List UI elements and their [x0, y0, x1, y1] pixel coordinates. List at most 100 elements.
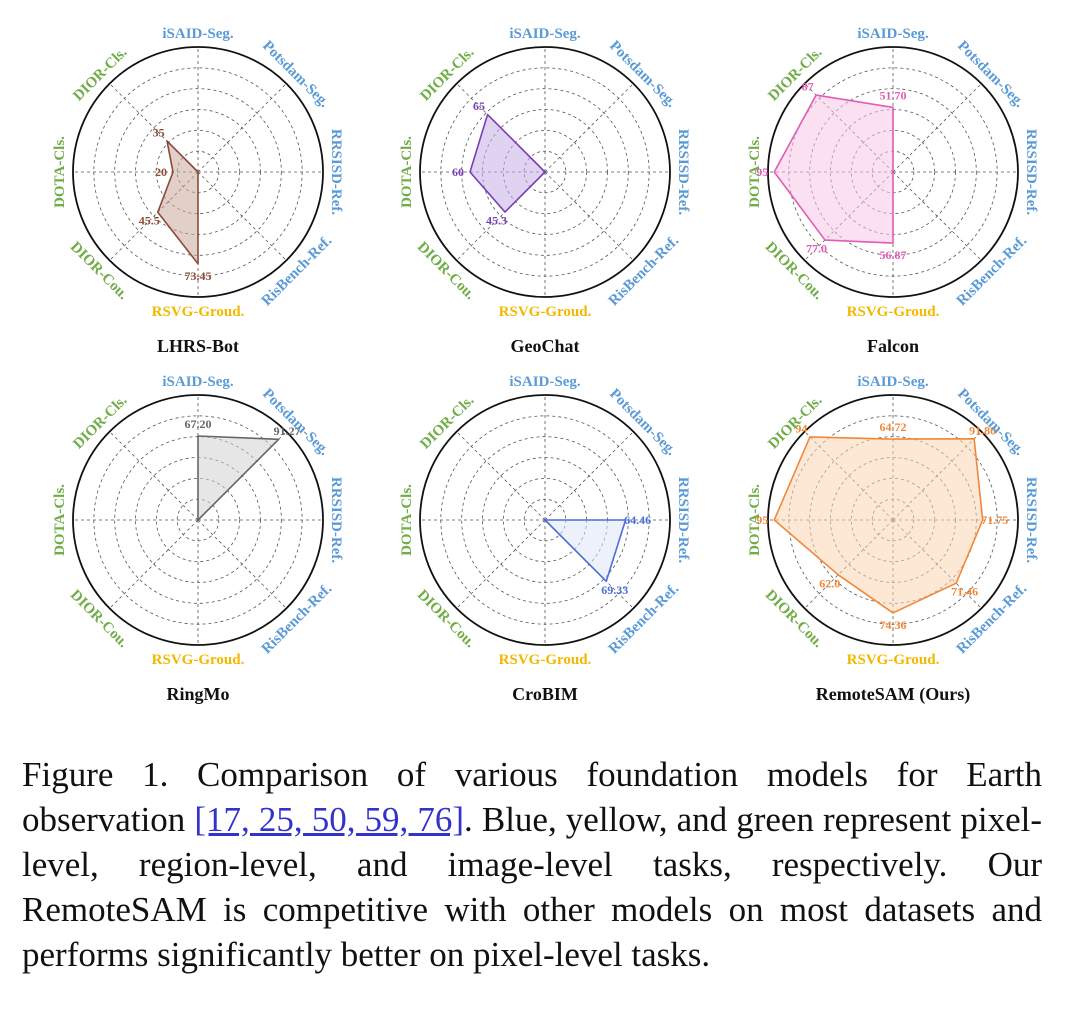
caption-suffix: . Blue, yellow, and green represent pixe… [22, 800, 1042, 974]
outer-circle [419, 394, 671, 646]
axis-label-potsdam-seg: Potsdam-Seg. [606, 386, 679, 459]
grid-spoke [456, 431, 546, 521]
grid-spoke [197, 519, 287, 609]
grid-ring [809, 88, 977, 256]
radar-chart-crobim: 64.46 69.33 iSAID-Seg. Potsdam-Seg. RRSISD-R… [399, 374, 691, 704]
axis-label-dota-cls: DOTA-Cls. [747, 484, 763, 556]
grid-spoke [109, 431, 199, 521]
value-label: 95 [756, 165, 768, 179]
grid-spoke [892, 83, 982, 173]
grid-spoke [544, 83, 634, 173]
axis-label-rsvg-groud: RSVG-Groud. [499, 304, 592, 320]
data-polygon-remotesam-ours [773, 436, 984, 614]
value-label: 69.33 [601, 583, 628, 597]
grid-ring [850, 129, 936, 215]
radar-chart-falcon: 51.70 56.87 77.0 95 87 iSAID-Seg. Potsdam-Seg.… [747, 26, 1039, 356]
grid-spoke [456, 519, 546, 609]
axis-label-isaid-seg: iSAID-Seg. [857, 374, 929, 390]
grid-spoke [197, 83, 287, 173]
value-label: 45.5 [139, 214, 160, 228]
axis-label-rrsisd-ref: RRSISD-Ref. [328, 477, 344, 564]
value-label: 64.72 [880, 420, 907, 434]
data-polygon-lhrs-bot [156, 140, 199, 265]
value-label: 35 [153, 126, 165, 140]
grid-spoke [544, 171, 634, 261]
axis-label-dota-cls: DOTA-Cls. [399, 484, 415, 556]
axis-label-potsdam-seg: Potsdam-Seg. [259, 38, 332, 111]
value-label: 71.46 [951, 585, 978, 599]
value-label: 95 [756, 513, 768, 527]
figure-caption: Figure 1. Comparison of various foundati… [22, 752, 1042, 977]
axis-label-rrsisd-ref: RRSISD-Ref. [675, 477, 691, 564]
value-label: 91.27 [274, 424, 301, 438]
value-label: 87 [802, 80, 814, 94]
data-polygon-crobim [544, 519, 627, 583]
data-polygon-geochat [469, 113, 546, 213]
axis-label-isaid-seg: iSAID-Seg. [509, 374, 581, 390]
value-label: 67.20 [185, 417, 212, 431]
model-title-lhrs-bot: LHRS-Bot [157, 336, 239, 356]
outer-circle [72, 394, 324, 646]
axis-label-rrsisd-ref: RRSISD-Ref. [1023, 477, 1039, 564]
axis-label-rsvg-groud: RSVG-Groud. [152, 652, 245, 668]
radar-charts-figure: 73.45 45.5 20 35 iSAID-Seg. Potsdam-Seg. RRSIS… [52, 26, 1039, 705]
model-title-geochat: GeoChat [511, 336, 580, 356]
value-label: 51.70 [880, 88, 907, 102]
grid-ring [155, 129, 241, 215]
axis-label-isaid-seg: iSAID-Seg. [162, 374, 234, 390]
grid-ring [461, 88, 629, 256]
value-label: 65 [473, 99, 485, 113]
radar-chart-ringmo: 67.20 91.27iSAID-Seg.Potsdam-Seg.RRSISD-R… [52, 374, 344, 704]
caption-prefix: Figure 1. Comparison of various foundati… [22, 755, 1042, 839]
axis-label-rsvg-groud: RSVG-Groud. [847, 652, 940, 668]
grid-ring [461, 436, 629, 604]
axis-label-rsvg-groud: RSVG-Groud. [152, 304, 245, 320]
value-label: 56.87 [880, 248, 907, 262]
axis-label-potsdam-seg: Potsdam-Seg. [606, 38, 679, 111]
model-title-ringmo: RingMo [167, 684, 230, 704]
value-label: 45.3 [486, 214, 507, 228]
axis-label-isaid-seg: iSAID-Seg. [509, 26, 581, 42]
model-title-falcon: Falcon [867, 336, 919, 356]
grid-spoke [197, 171, 287, 261]
outer-circle [767, 46, 1019, 298]
grid-spoke [109, 519, 199, 609]
axis-label-rsvg-groud: RSVG-Groud. [499, 652, 592, 668]
value-label: 64.46 [624, 513, 651, 527]
grid-ring [155, 477, 241, 563]
axis-label-rrsisd-ref: RRSISD-Ref. [1023, 129, 1039, 216]
axis-label-potsdam-seg: Potsdam-Seg. [954, 38, 1027, 111]
axis-label-rrsisd-ref: RRSISD-Ref. [328, 129, 344, 216]
data-polygon-ringmo [197, 435, 280, 521]
value-label: 20 [155, 165, 167, 179]
value-label: 77.0 [806, 242, 827, 256]
axis-label-rsvg-groud: RSVG-Groud. [847, 304, 940, 320]
outer-circle [72, 46, 324, 298]
axis-label-dota-cls: DOTA-Cls. [747, 136, 763, 208]
model-title-crobim: CroBIM [512, 684, 578, 704]
grid-ring [502, 129, 588, 215]
value-label: 71.75 [981, 513, 1008, 527]
axis-label-isaid-seg: iSAID-Seg. [857, 26, 929, 42]
radar-chart-remotesam-ours: 64.72 91.80 71.75 71.46 74.36 62.0 95 94 iSAID-S… [747, 374, 1039, 705]
radar-chart-lhrs-bot: 73.45 45.5 20 35 iSAID-Seg. Potsdam-Seg. RRSIS… [52, 26, 344, 356]
value-label: 94 [795, 421, 807, 435]
axis-label-dota-cls: DOTA-Cls. [399, 136, 415, 208]
axis-label-dota-cls: DOTA-Cls. [52, 484, 68, 556]
radar-chart-geochat: 45.3 60 65 iSAID-Seg. Potsdam-Seg. RRSISD-Ref… [399, 26, 691, 356]
axis-label-rrsisd-ref: RRSISD-Ref. [675, 129, 691, 216]
grid-spoke [892, 171, 982, 261]
model-title-remotesam-ours: RemoteSAM (Ours) [816, 684, 970, 705]
grid-spoke [544, 431, 634, 521]
value-label: 60 [452, 165, 464, 179]
axis-label-isaid-seg: iSAID-Seg. [162, 26, 234, 42]
caption-references-link[interactable]: [17, 25, 50, 59, 76] [194, 800, 465, 839]
grid-ring [114, 88, 282, 256]
outer-circle [419, 46, 671, 298]
outer-circle [767, 394, 1019, 646]
value-label: 73.45 [185, 269, 212, 283]
value-label: 74.36 [880, 618, 907, 632]
axis-label-dota-cls: DOTA-Cls. [52, 136, 68, 208]
value-label: 62.0 [819, 576, 840, 590]
value-label: 91.80 [969, 423, 996, 437]
